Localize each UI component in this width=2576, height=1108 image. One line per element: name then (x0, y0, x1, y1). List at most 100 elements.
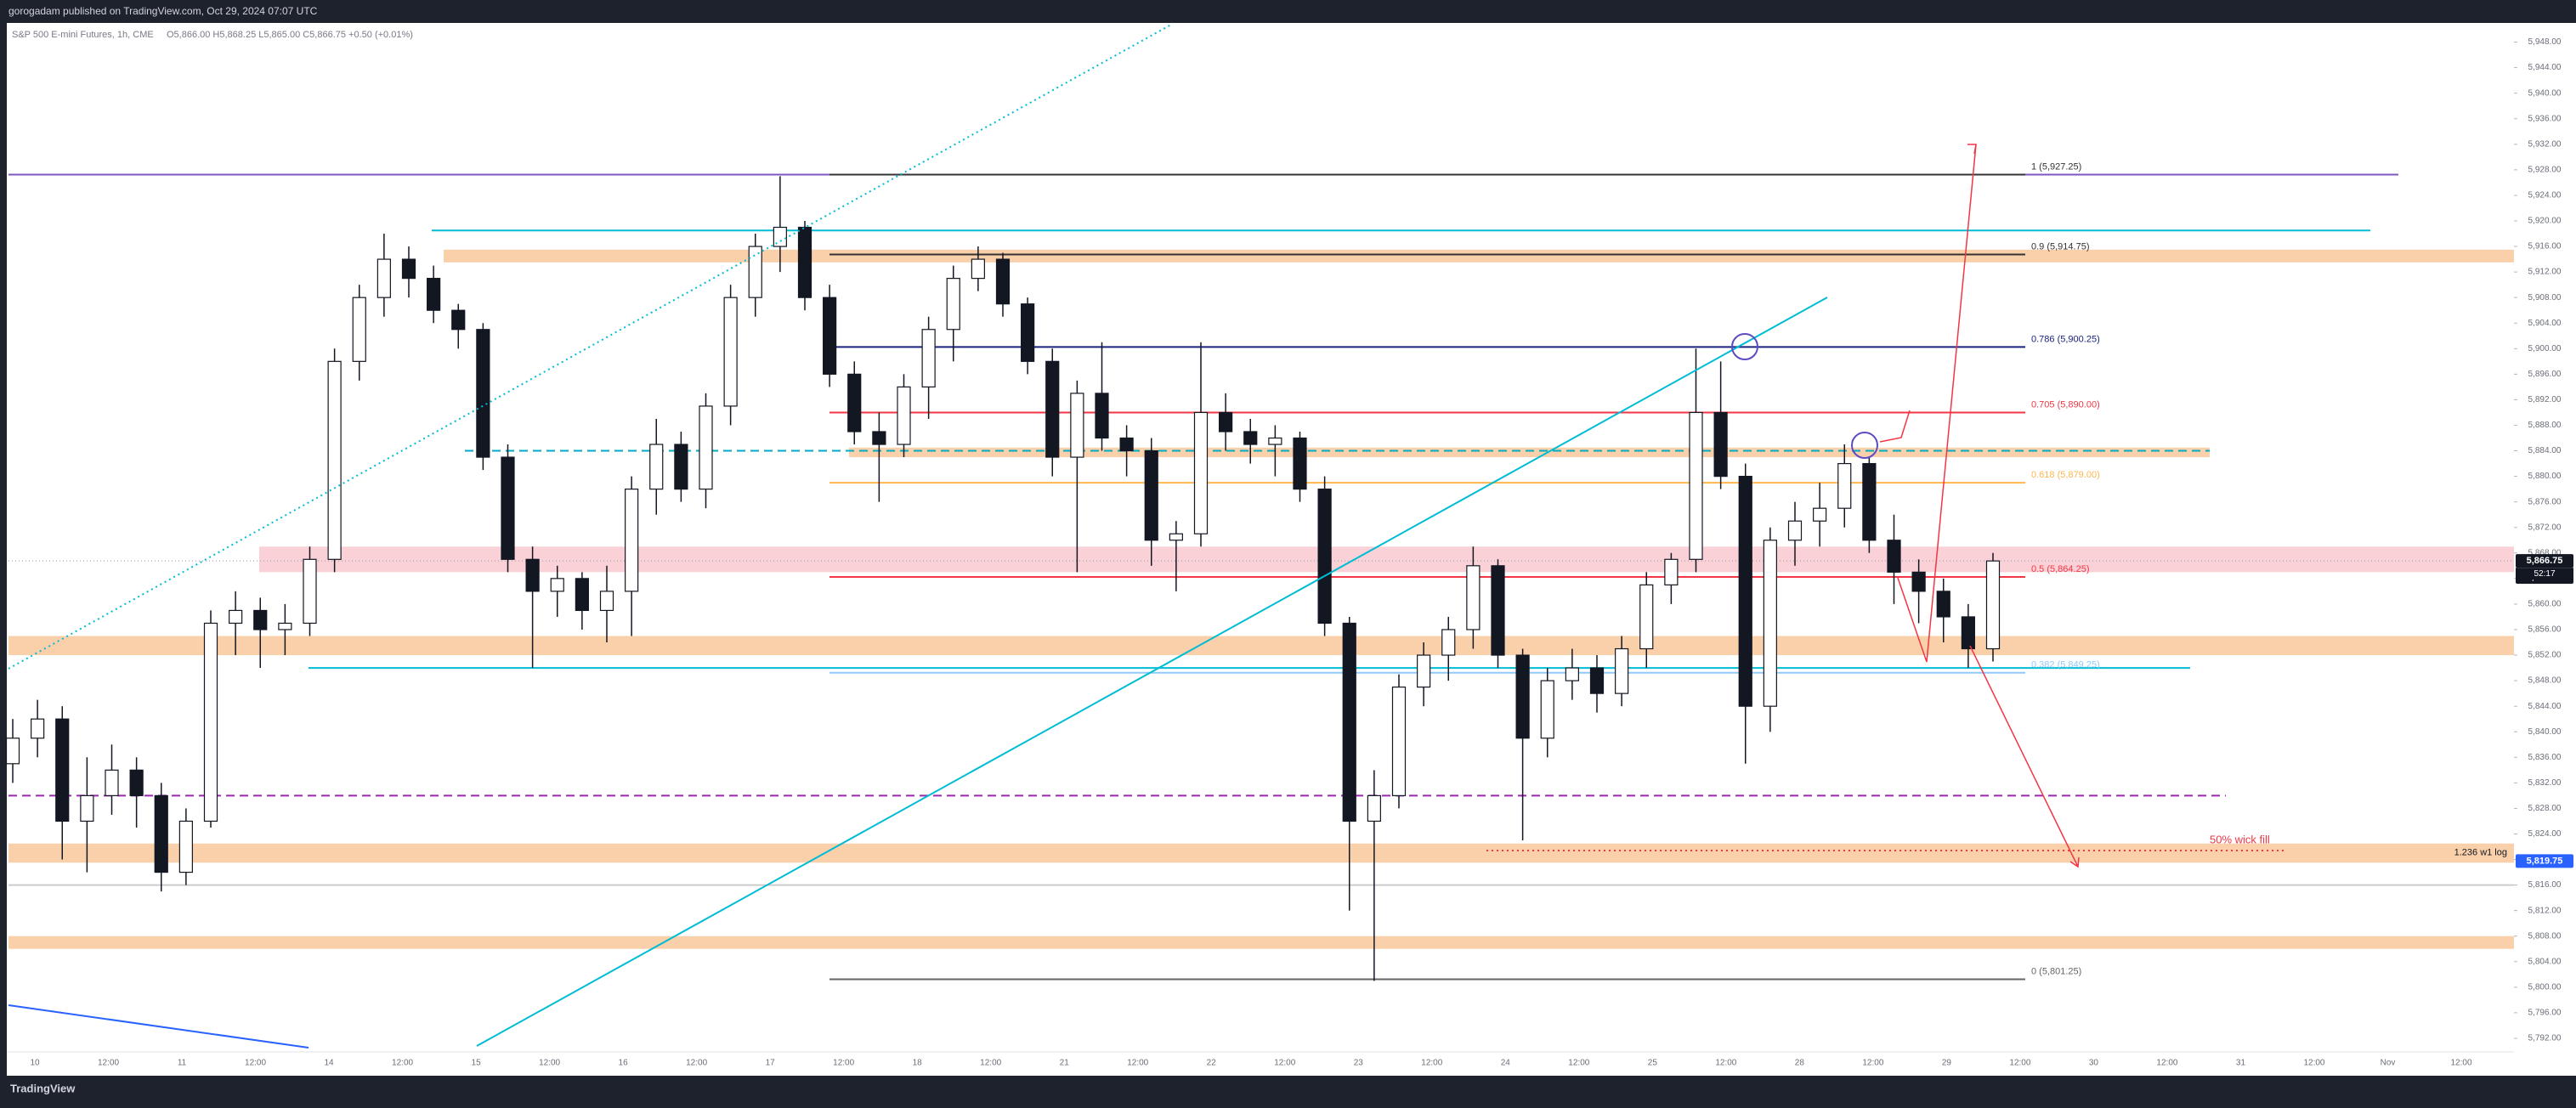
candle-body (599, 591, 614, 612)
y-tick-label: 5,824.00 (2528, 829, 2562, 839)
x-tick-label: 11 (178, 1059, 187, 1068)
candle-body (1169, 533, 1183, 541)
x-tick-label: 12:00 (1127, 1059, 1148, 1068)
y-tick-label: 5,816.00 (2528, 880, 2562, 890)
y-tick-label: 5,792.00 (2528, 1034, 2562, 1043)
price-tag-label: 5,866.75 (2527, 556, 2563, 566)
x-tick-label: 14 (324, 1059, 334, 1068)
candle-body (129, 769, 144, 796)
plot: 1 (5,927.25) 0.9 (5,914.75) 0.786 (5,900.2… (5, 161, 2514, 981)
y-tick-label: 5,860.00 (2528, 600, 2562, 609)
fib-label: 0.786 (5,900.25) (2031, 334, 2100, 344)
candle-body (327, 360, 342, 560)
x-tick-label: 18 (913, 1059, 923, 1068)
candle-body (55, 718, 70, 823)
fib-label: 0.9 (5,914.75) (2031, 241, 2090, 252)
candle-body (501, 456, 515, 560)
fib-label: 1 (5,927.25) (2031, 161, 2081, 172)
x-tick-label: 12:00 (392, 1059, 413, 1068)
y-tick-label: 5,812.00 (2528, 906, 2562, 915)
candle-body (1862, 462, 1877, 541)
y-tick-label: 5,848.00 (2528, 676, 2562, 686)
candle-body (203, 622, 218, 823)
candle-body (1515, 654, 1530, 739)
candle-body (1565, 667, 1579, 681)
arrow-head (1967, 144, 1977, 155)
x-tick-label: 30 (2089, 1059, 2099, 1068)
candle-body (847, 373, 862, 432)
candle-body (1738, 476, 1752, 707)
candle-body (1119, 437, 1134, 452)
x-tick-label: 12:00 (1274, 1059, 1295, 1068)
candle-body (897, 386, 911, 445)
price-tag-label: 5,819.75 (2527, 856, 2563, 866)
candle-body (1689, 411, 1703, 560)
x-tick-label: 17 (766, 1059, 776, 1068)
candle-body (525, 558, 540, 592)
candle-body (1985, 560, 2001, 650)
candle-body (229, 609, 243, 625)
candle-body (1417, 654, 1431, 688)
candle-body (451, 309, 466, 331)
candle-body (303, 558, 317, 625)
price-axis (2514, 23, 2576, 1076)
x-tick-label: 31 (2236, 1059, 2246, 1068)
y-tick-label: 5,852.00 (2528, 651, 2562, 660)
y-tick-label: 5,808.00 (2528, 931, 2562, 941)
x-tick-label: 12:00 (2450, 1059, 2471, 1068)
candle-body (1391, 687, 1407, 796)
x-tick-label: 21 (1060, 1059, 1070, 1068)
projection (1897, 144, 1977, 663)
zone (8, 636, 2514, 656)
y-tick-label: 5,872.00 (2528, 523, 2562, 532)
ohlc-legend: O5,866.00 H5,868.25 L5,865.00 C5,866.75 … (167, 30, 413, 40)
candle-body (1911, 571, 1926, 592)
candle-body (1589, 667, 1605, 694)
x-tick-label: 12:00 (245, 1059, 266, 1068)
candle-body (1268, 437, 1282, 445)
candle-body (1936, 591, 1950, 618)
y-tick-label: 5,928.00 (2528, 165, 2562, 174)
y-tick-label: 5,856.00 (2528, 625, 2562, 635)
x-tick-label: 12:00 (98, 1059, 119, 1068)
candle-body (797, 226, 812, 298)
symbol-title: S&P 500 E-mini Futures, 1h, CME (12, 30, 154, 40)
candle-body (1466, 565, 1480, 630)
y-tick-label: 5,804.00 (2528, 957, 2562, 966)
candle-body (1367, 794, 1381, 823)
x-tick-label: 12:00 (1421, 1059, 1442, 1068)
candle-body (971, 258, 985, 280)
candle-body (1787, 520, 1803, 541)
marker-circle (1851, 432, 1878, 459)
candle-body (154, 794, 168, 873)
marker-circle (1731, 333, 1758, 360)
candle-body (1491, 565, 1505, 656)
x-tick-label: 12:00 (686, 1059, 707, 1068)
y-tick-label: 5,920.00 (2528, 217, 2562, 226)
fib-label: 0.705 (5,890.00) (2031, 399, 2100, 410)
y-tick-label: 5,876.00 (2528, 497, 2562, 506)
candle-body (872, 431, 886, 445)
y-tick-label: 5,936.00 (2528, 114, 2562, 123)
candle-body (773, 226, 787, 247)
candle-body (278, 622, 292, 630)
candle-body (1540, 680, 1554, 739)
y-tick-label: 5,884.00 (2528, 446, 2562, 455)
x-tick-label: 12:00 (1715, 1059, 1736, 1068)
y-tick-label: 5,836.00 (2528, 753, 2562, 762)
candle-body (5, 738, 20, 765)
fib-label: 0.618 (5,879.00) (2031, 470, 2100, 480)
projection (1969, 645, 2079, 868)
x-tick-label: 12:00 (2009, 1059, 2030, 1068)
candle-body (823, 297, 837, 375)
bottom-bar (0, 1076, 2576, 1104)
zone (8, 936, 2514, 949)
brand: TradingView (10, 1082, 76, 1094)
y-tick-label: 5,944.00 (2528, 63, 2562, 72)
candle-body (1813, 507, 1827, 522)
zone (259, 546, 2514, 573)
x-tick-label: 29 (1942, 1059, 1952, 1068)
x-tick-label: 12:00 (539, 1059, 560, 1068)
